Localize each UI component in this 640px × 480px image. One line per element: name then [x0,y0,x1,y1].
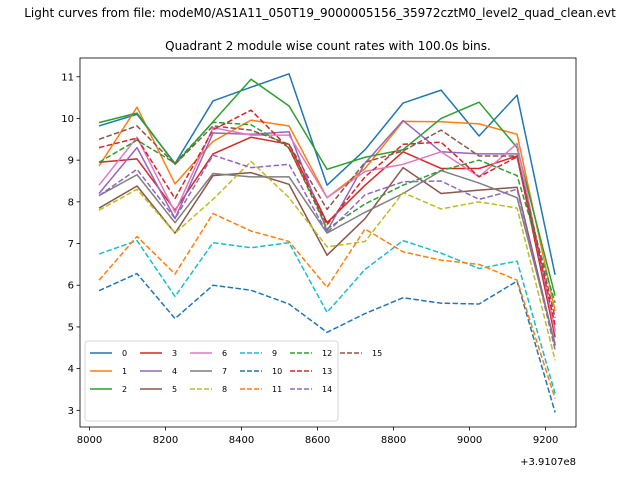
legend-label: 11 [272,385,282,394]
legend-entry-11: 11 [240,385,282,394]
legend-label: 15 [372,349,382,358]
legend-label: 12 [322,349,332,358]
series-line-15 [98,125,556,318]
y-tick-label: 10 [61,114,74,125]
y-tick-label: 7 [68,239,74,250]
legend-entry-4: 4 [140,367,177,376]
legend-entry-0: 0 [90,349,127,358]
y-tick-label: 5 [68,322,74,333]
axes-frame [79,57,577,428]
x-tick-label: 9000 [457,435,482,446]
legend-label: 1 [122,367,127,376]
legend-entry-3: 3 [140,349,177,358]
y-tick-label: 4 [68,364,74,375]
series-line-11 [98,212,556,399]
legend-label: 8 [222,385,227,394]
y-tick-label: 3 [68,406,74,417]
series-line-9 [98,239,556,394]
legend-label: 4 [172,367,177,376]
series-line-10 [98,272,556,413]
series-line-13 [98,109,556,326]
legend-label: 0 [122,349,127,358]
legend-label: 2 [122,385,127,394]
legend-entry-10: 10 [240,367,282,376]
legend-entry-6: 6 [190,349,227,358]
chart-title: Quadrant 2 module wise count rates with … [165,39,491,53]
x-tick-label: 8200 [153,435,178,446]
x-tick-label: 9200 [533,435,558,446]
y-tick-label: 11 [61,72,74,83]
x-tick-label: 8800 [381,435,406,446]
legend-label: 9 [272,349,277,358]
y-axis: 3 4 5 6 7 8 9 10 11 [61,72,80,417]
legend-entry-9: 9 [240,349,277,358]
legend-entry-2: 2 [90,385,127,394]
x-offset-label: +3.9107e8 [520,457,576,468]
y-tick-label: 8 [68,197,74,208]
series-line-4 [98,119,556,331]
legend-box [84,340,339,422]
series-line-5 [98,166,556,346]
legend-entry-14: 14 [290,385,332,394]
legend-label: 7 [222,367,227,376]
legend-entry-7: 7 [190,367,227,376]
legend-label: 3 [172,349,177,358]
x-tick-label: 8600 [305,435,330,446]
series-line-7 [98,169,556,344]
series-line-3 [98,136,556,338]
chart-suptitle: Light curves from file: modeM0/AS1A11_05… [24,6,616,20]
legend-entry-15: 15 [340,349,382,358]
series-lines [98,73,556,413]
legend-label: 14 [322,385,332,394]
x-axis: 8000 8200 8400 8600 8800 9000 9200 +3.9107e8 [77,427,576,468]
legend-entry-5: 5 [140,385,177,394]
y-tick-label: 9 [68,156,74,167]
legend-label: 10 [272,367,282,376]
legend-entry-12: 12 [290,349,332,358]
series-line-12 [98,121,556,303]
x-tick-label: 8400 [229,435,254,446]
legend-entry-13: 13 [290,367,332,376]
legend-label: 13 [322,367,332,376]
series-line-2 [98,78,556,296]
x-tick-label: 8000 [77,435,102,446]
legend-label: 6 [222,349,227,358]
legend-entry-8: 8 [190,385,227,394]
series-line-8 [98,160,556,361]
legend-label: 5 [172,385,177,394]
y-tick-label: 6 [68,281,74,292]
legend-entry-1: 1 [90,367,127,376]
